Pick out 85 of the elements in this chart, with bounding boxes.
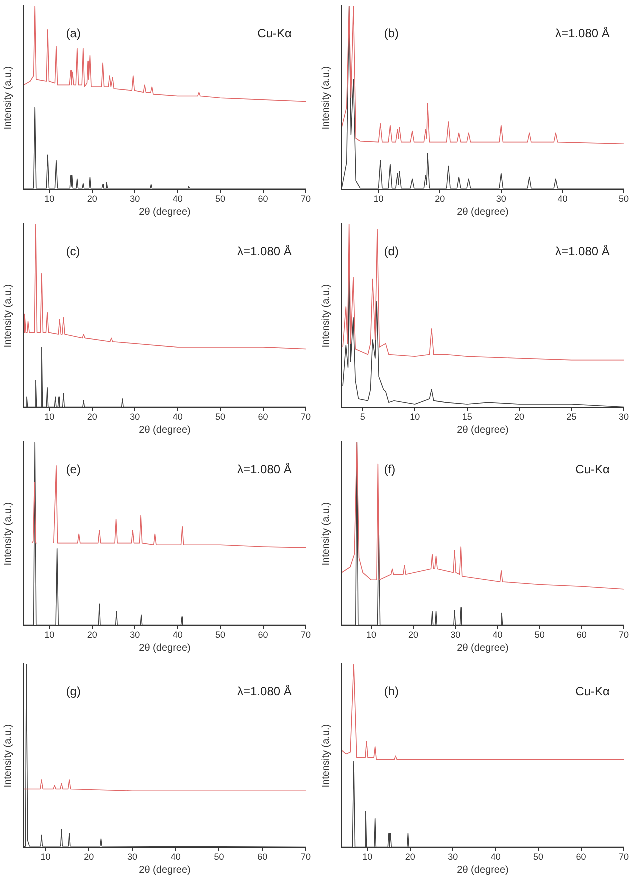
x-tick-label: 40 xyxy=(490,852,501,862)
x-axis-title: 2θ (degree) xyxy=(139,864,191,876)
x-tick-label: 30 xyxy=(130,412,140,422)
x-tick-label: 10 xyxy=(44,412,55,422)
x-axis-title: 2θ (degree) xyxy=(457,424,509,436)
annotation: (c) xyxy=(66,244,80,258)
y-axis-title: Intensity (a.u.) xyxy=(320,724,332,788)
y-axis-title: Intensity (a.u.) xyxy=(2,284,14,348)
annotation: (e) xyxy=(66,462,81,476)
y-axis-title: Intensity (a.u.) xyxy=(320,66,332,130)
annotation: λ=1.080 Å xyxy=(238,684,292,698)
x-tick-label: 60 xyxy=(258,412,268,422)
x-tick-label: 70 xyxy=(300,194,312,204)
x-tick-label: 20 xyxy=(87,630,98,640)
x-tick-label: 30 xyxy=(130,630,140,640)
x-tick-label: 20 xyxy=(405,852,416,862)
x-tick-label: 40 xyxy=(170,852,181,862)
x-axis-title: 2θ (degree) xyxy=(139,642,191,654)
x-tick-label: 40 xyxy=(172,194,183,204)
x-tick-label: 50 xyxy=(534,630,545,640)
x-axis-title: 2θ (degree) xyxy=(139,206,191,218)
annotation: λ=1.080 Å xyxy=(238,244,292,258)
x-tick-label: 10 xyxy=(44,194,55,204)
x-tick-label: 10 xyxy=(44,630,55,640)
y-axis-title: Intensity (a.u.) xyxy=(2,724,14,788)
x-tick-label: 25 xyxy=(566,412,577,422)
x-tick-label: 60 xyxy=(576,630,587,640)
x-tick-label: 30 xyxy=(618,412,630,422)
annotation: Cu-Kα xyxy=(576,462,610,476)
x-axis-title: 2θ (degree) xyxy=(457,642,509,654)
x-tick-label: 70 xyxy=(300,630,312,640)
x-tick-label: 40 xyxy=(172,630,183,640)
x-tick-label: 40 xyxy=(558,194,568,204)
annotation: (d) xyxy=(384,244,399,258)
x-tick-label: 20 xyxy=(435,194,446,204)
x-tick-label: 50 xyxy=(216,412,226,422)
x-tick-label: 70 xyxy=(300,852,312,862)
x-tick-label: 20 xyxy=(408,630,419,640)
annotation: Cu-Kα xyxy=(576,684,610,698)
x-tick-label: 20 xyxy=(84,852,94,862)
x-tick-label: 40 xyxy=(172,412,183,422)
x-tick-label: 10 xyxy=(366,630,376,640)
x-tick-label: 50 xyxy=(216,194,226,204)
x-tick-label: 30 xyxy=(130,194,140,204)
x-axis-title: 2θ (degree) xyxy=(457,206,509,218)
x-tick-label: 50 xyxy=(216,630,226,640)
annotation: (g) xyxy=(66,684,81,698)
annotation: (b) xyxy=(384,26,399,40)
x-tick-label: 50 xyxy=(214,852,224,862)
y-axis-title: Intensity (a.u.) xyxy=(2,66,14,130)
x-tick-label: 40 xyxy=(492,630,503,640)
x-tick-label: 60 xyxy=(258,852,268,862)
annotation: λ=1.080 Å xyxy=(556,244,610,258)
x-tick-label: 60 xyxy=(258,630,268,640)
x-tick-label: 10 xyxy=(362,852,373,862)
annotation: Cu-Kα xyxy=(258,26,292,40)
annotation: λ=1.080 Å xyxy=(238,462,292,476)
annotation: λ=1.080 Å xyxy=(556,26,610,40)
annotation: (a) xyxy=(66,26,81,40)
y-axis-title: Intensity (a.u.) xyxy=(320,284,332,348)
x-axis-title: 2θ (degree) xyxy=(139,424,191,436)
x-tick-label: 70 xyxy=(618,630,630,640)
x-tick-label: 15 xyxy=(462,412,472,422)
x-tick-label: 50 xyxy=(534,852,544,862)
x-tick-label: 20 xyxy=(514,412,525,422)
x-tick-label: 70 xyxy=(618,852,630,862)
x-tick-label: 60 xyxy=(576,852,586,862)
x-tick-label: 10 xyxy=(374,194,384,204)
annotation: (h) xyxy=(384,684,399,698)
x-tick-label: 10 xyxy=(410,412,420,422)
x-tick-label: 20 xyxy=(87,412,98,422)
annotation: (f) xyxy=(384,462,396,476)
x-tick-label: 60 xyxy=(258,194,268,204)
x-tick-label: 20 xyxy=(87,194,98,204)
x-tick-label: 50 xyxy=(618,194,630,204)
y-axis-title: Intensity (a.u.) xyxy=(320,502,332,566)
x-tick-label: 30 xyxy=(448,852,458,862)
y-axis-title: Intensity (a.u.) xyxy=(2,502,14,566)
x-tick-label: 30 xyxy=(127,852,138,862)
x-tick-label: 5 xyxy=(360,412,366,422)
x-tick-label: 10 xyxy=(40,852,51,862)
x-tick-label: 30 xyxy=(450,630,461,640)
x-tick-label: 70 xyxy=(300,412,312,422)
x-axis-title: 2θ (degree) xyxy=(457,864,509,876)
x-tick-label: 30 xyxy=(496,194,506,204)
